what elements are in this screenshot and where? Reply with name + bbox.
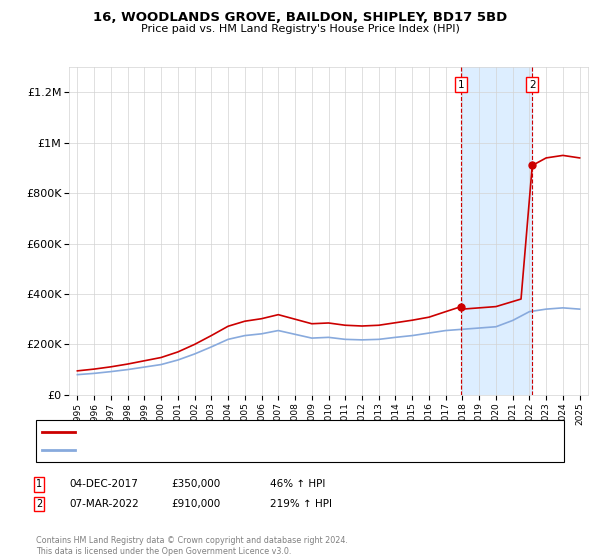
Text: £350,000: £350,000: [171, 479, 220, 489]
Text: 16, WOODLANDS GROVE, BAILDON, SHIPLEY, BD17 5BD (detached house): 16, WOODLANDS GROVE, BAILDON, SHIPLEY, B…: [81, 427, 416, 436]
Text: 219% ↑ HPI: 219% ↑ HPI: [270, 499, 332, 509]
Text: Contains HM Land Registry data © Crown copyright and database right 2024.
This d: Contains HM Land Registry data © Crown c…: [36, 536, 348, 556]
Text: 07-MAR-2022: 07-MAR-2022: [69, 499, 139, 509]
Text: 1: 1: [36, 479, 42, 489]
Text: 2: 2: [36, 499, 42, 509]
Text: HPI: Average price, detached house, Bradford: HPI: Average price, detached house, Brad…: [81, 446, 287, 455]
Text: 1: 1: [458, 80, 464, 90]
Text: 04-DEC-2017: 04-DEC-2017: [69, 479, 138, 489]
Text: 46% ↑ HPI: 46% ↑ HPI: [270, 479, 325, 489]
Bar: [461, 67, 532, 395]
Text: Price paid vs. HM Land Registry's House Price Index (HPI): Price paid vs. HM Land Registry's House …: [140, 24, 460, 34]
Text: 16, WOODLANDS GROVE, BAILDON, SHIPLEY, BD17 5BD: 16, WOODLANDS GROVE, BAILDON, SHIPLEY, B…: [93, 11, 507, 24]
Text: 2: 2: [529, 80, 536, 90]
Text: £910,000: £910,000: [171, 499, 220, 509]
